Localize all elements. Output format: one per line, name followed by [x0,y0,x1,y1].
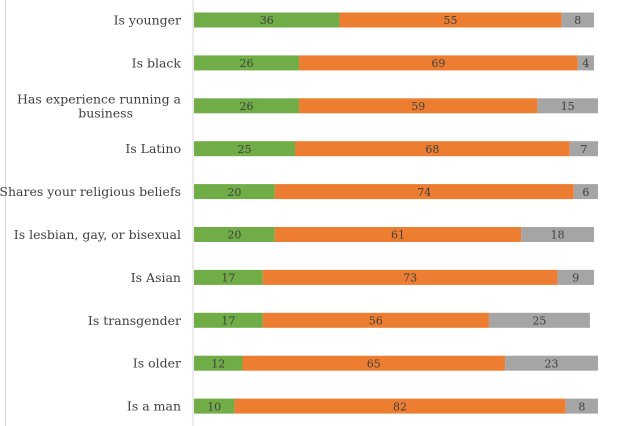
bar-segment-series-2 [299,98,538,114]
data-label: 10 [207,400,221,413]
category-label: Is a man [127,399,181,414]
bar-segment-series-1 [194,12,340,28]
data-label: 69 [431,57,445,70]
data-label: 20 [227,186,241,199]
category-label: Is Latino [125,141,181,156]
bar-segment-series-2 [262,269,558,285]
bar-segment-series-3 [577,55,594,71]
bar-segment-series-3 [561,12,594,28]
data-label: 36 [260,14,274,27]
data-label: 26 [240,57,254,70]
bar-segment-series-3 [565,398,598,414]
bar-segment-series-2 [295,141,570,157]
bar-segment-series-1 [194,398,235,414]
bar-segment-series-3 [573,184,598,200]
data-label: 9 [572,272,579,285]
bar-segment-series-3 [488,312,590,328]
bar-segment-series-2 [299,55,578,71]
data-label: 68 [425,143,439,156]
data-label: 25 [532,315,546,328]
bar-segment-series-1 [194,227,275,242]
bar-segment-series-2 [242,355,506,371]
bar-segment-series-1 [194,184,275,200]
data-label: 4 [582,57,589,70]
data-label: 20 [227,229,241,242]
data-label: 26 [240,100,254,113]
bar-segment-series-3 [505,355,598,371]
bar-segment-series-1 [194,355,243,371]
bar-segment-series-1 [194,55,300,71]
category-label: Is Asian [131,270,181,285]
data-label: 12 [211,357,225,370]
data-label: 23 [545,357,559,370]
data-label: 17 [221,315,235,328]
bar-segment-series-2 [262,312,489,328]
category-label: Shares your religious beliefs [0,184,181,199]
bar-segment-series-2 [274,227,522,242]
data-label: 6 [582,186,589,199]
data-label: 59 [411,100,425,113]
bar-segment-series-3 [569,141,598,157]
data-label: 55 [444,14,458,27]
bar-segment-series-3 [537,98,598,114]
data-label: 15 [561,100,575,113]
category-label: Has experience running a business [17,91,182,120]
bar-segment-series-2 [339,12,562,28]
category-label: Is younger [114,13,181,28]
bar-segment-series-3 [521,227,594,242]
data-label: 74 [417,186,431,199]
data-label: 25 [238,143,252,156]
bar-segment-series-1 [194,312,263,328]
data-label: 65 [367,357,381,370]
bar-segment-series-2 [234,398,566,414]
category-label: Is lesbian, gay, or bisexual [14,227,181,242]
data-label: 18 [551,229,565,242]
data-label: 82 [393,400,407,413]
bar-segment-series-3 [557,269,594,285]
data-label: 7 [580,143,587,156]
data-label: 56 [369,315,383,328]
data-label: 8 [578,400,585,413]
category-label: Is older [133,356,181,371]
bar-segment-series-1 [194,269,263,285]
data-label: 17 [221,272,235,285]
bar-segment-series-2 [274,184,574,200]
category-label: Is transgender [88,313,181,328]
data-label: 61 [391,229,405,242]
chart-frame-border [5,0,6,426]
data-label: 73 [403,272,417,285]
bar-segment-series-1 [194,98,300,114]
category-label: Is black [132,55,182,70]
bar-segment-series-1 [194,141,295,157]
data-label: 8 [574,14,581,27]
